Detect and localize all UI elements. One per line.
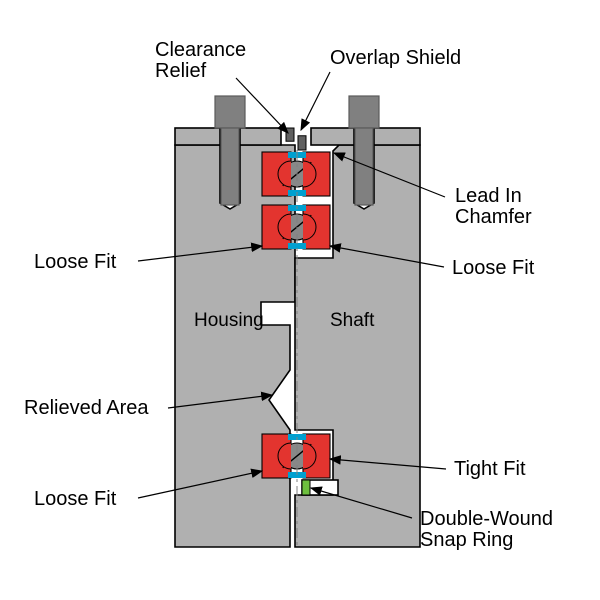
overlap_shield-arrow (301, 72, 330, 130)
loose_fit_left-label: Loose Fit (34, 251, 117, 273)
relieved_area-label: Relieved Area (24, 397, 149, 419)
overlap_shield-label: Overlap Shield (330, 47, 461, 69)
overlap-shield-right (298, 136, 306, 150)
shaft-bolt-head (349, 96, 379, 128)
snap_ring-label: Double-WoundSnap Ring (420, 508, 553, 551)
overlap-shield-left (286, 128, 294, 141)
housing-region-label: Housing (194, 310, 264, 331)
housing-bolt-head (215, 96, 245, 128)
shaft-bolt-shaft (355, 128, 373, 205)
lead_in_chamfer-label: Lead InChamfer (455, 185, 532, 228)
clearance_relief-label: ClearanceRelief (155, 39, 246, 82)
loose_fit_bl-label: Loose Fit (34, 488, 117, 510)
snap-ring (302, 480, 310, 495)
loose_fit_right-label: Loose Fit (452, 257, 535, 279)
shaft-region-label: Shaft (330, 310, 375, 331)
housing-bolt-shaft (221, 128, 239, 205)
tight_fit-label: Tight Fit (454, 458, 526, 480)
